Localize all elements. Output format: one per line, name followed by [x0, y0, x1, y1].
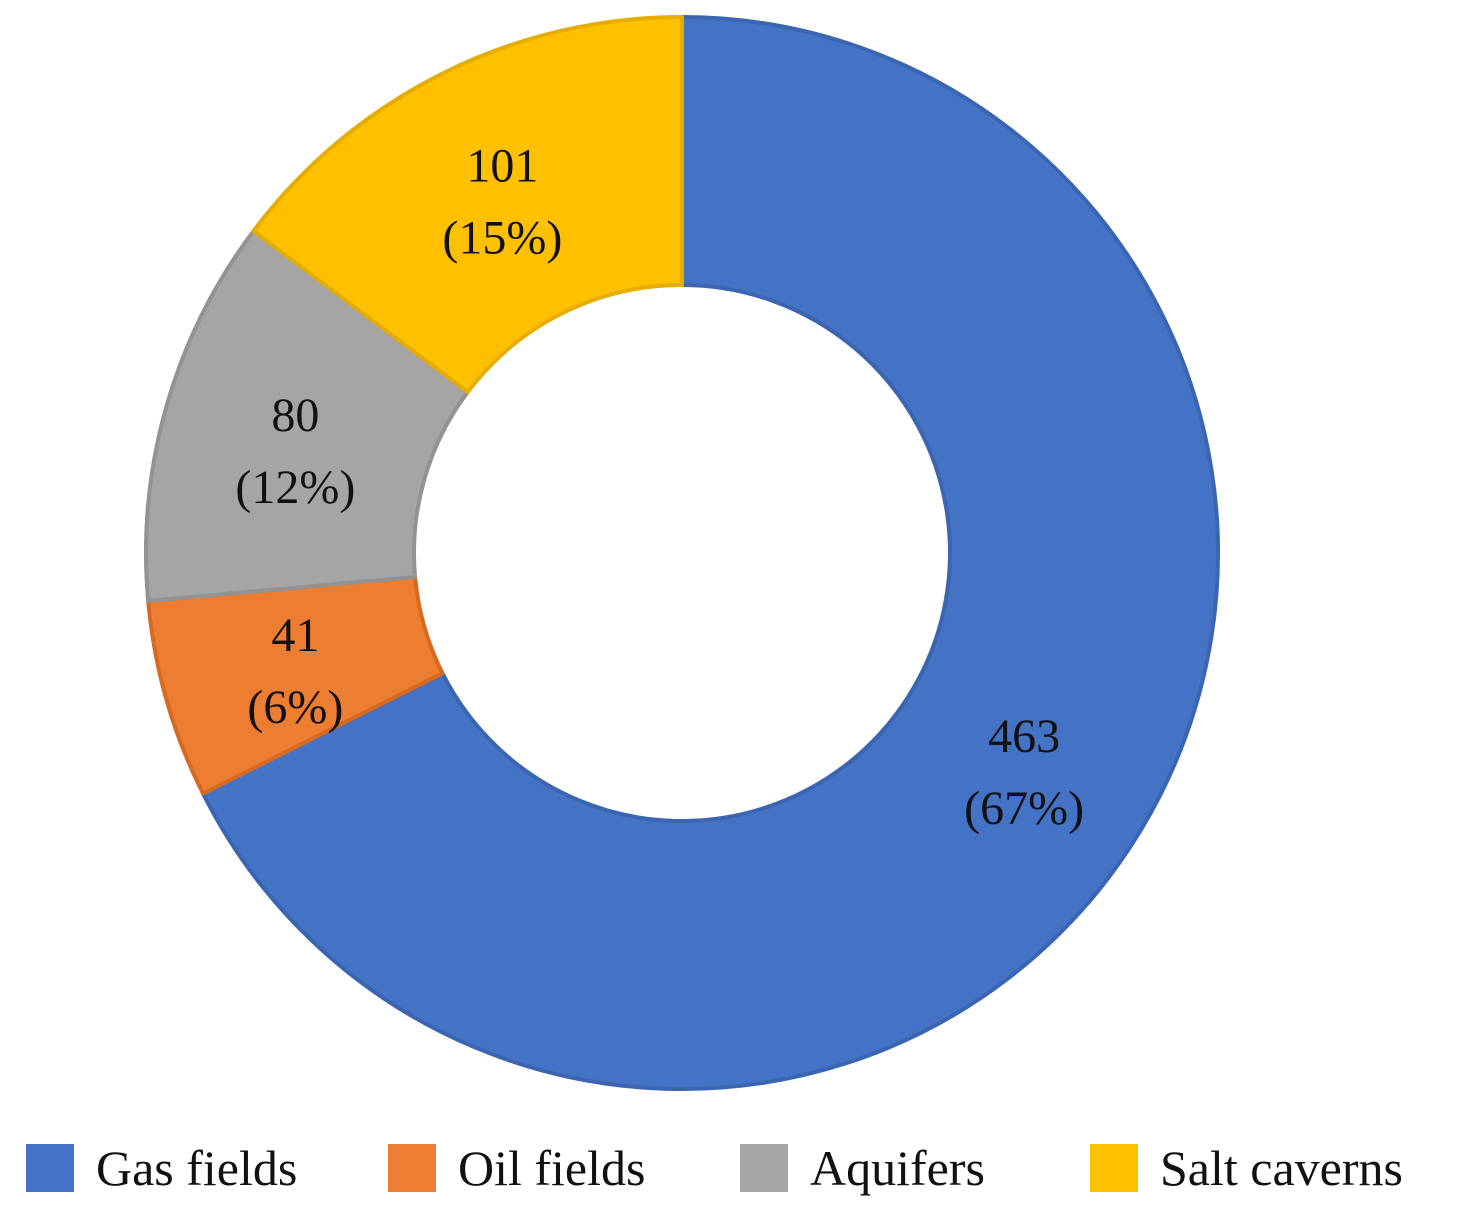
slice-salt-caverns: [251, 15, 684, 395]
data-label-value-gas-fields: 463: [988, 710, 1060, 763]
legend-label-gas-fields: Gas fields: [96, 1140, 297, 1196]
legend-item-aquifers: Aquifers: [740, 1140, 985, 1196]
legend-swatch-salt-caverns: [1090, 1144, 1138, 1192]
data-label-value-oil-fields: 41: [271, 609, 319, 662]
legend-item-gas-fields: Gas fields: [26, 1140, 297, 1196]
legend-swatch-aquifers: [740, 1144, 788, 1192]
data-label-percent-salt-caverns: (15%): [442, 211, 562, 264]
donut-slices: [144, 15, 1220, 1091]
legend-label-aquifers: Aquifers: [810, 1140, 985, 1196]
slice-gas-fields: [201, 15, 1220, 1091]
slice-aquifers: [144, 229, 470, 603]
legend-item-salt-caverns: Salt caverns: [1090, 1140, 1403, 1196]
legend-label-oil-fields: Oil fields: [458, 1140, 645, 1196]
data-label-value-salt-caverns: 101: [466, 139, 538, 192]
data-label-value-aquifers: 80: [271, 389, 319, 442]
legend: Gas fields Oil fields Aquifers Salt caverns: [26, 1140, 1403, 1196]
legend-item-oil-fields: Oil fields: [388, 1140, 645, 1196]
data-labels: 463 (67%) 41 (6%) 80 (12%) 101 (15%): [235, 139, 1084, 835]
legend-label-salt-caverns: Salt caverns: [1160, 1140, 1403, 1196]
data-label-percent-oil-fields: (6%): [247, 681, 343, 734]
data-label-percent-gas-fields: (67%): [964, 782, 1084, 835]
data-label-percent-aquifers: (12%): [235, 461, 355, 514]
legend-swatch-gas-fields: [26, 1144, 74, 1192]
legend-swatch-oil-fields: [388, 1144, 436, 1192]
